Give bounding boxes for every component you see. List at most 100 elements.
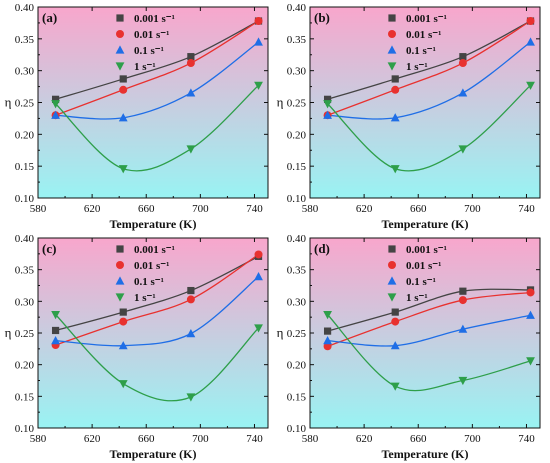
y-tick-label: 0.15 (287, 161, 307, 173)
panel-label: (a) (42, 10, 57, 25)
plot-background (38, 238, 268, 428)
data-point-s2-p2 (458, 88, 468, 97)
data-point-s3-p0 (51, 311, 60, 320)
legend-label-1: 0.01 s⁻¹ (134, 260, 169, 272)
data-point-s0-p0 (51, 326, 60, 335)
data-point-s1-p1 (119, 85, 128, 94)
y-tick-label: 0.40 (15, 2, 35, 14)
y-tick-label: 0.35 (287, 34, 307, 46)
legend-marker-1 (116, 30, 124, 38)
y-axis-title: η (5, 95, 12, 110)
x-tick-label: 620 (356, 203, 373, 215)
data-point-s3-p3 (254, 81, 263, 90)
chart-panel-b: 580 620 660 700 740 0.10 0.15 0.20 0.25 0.30 0.35 0… (277, 2, 541, 231)
series-line-2 (327, 41, 531, 120)
legend-marker-0 (116, 14, 124, 22)
y-tick-label: 0.25 (287, 98, 307, 110)
data-point-s3-p2 (458, 376, 468, 386)
panel-label: (c) (42, 241, 56, 256)
data-point-s1-p1 (119, 317, 128, 326)
legend-marker-3 (387, 293, 397, 302)
y-tick-label: 0.40 (15, 233, 35, 245)
legend-marker-0 (388, 14, 396, 22)
legend-marker-2 (115, 45, 125, 54)
legend-label-3: 1 s⁻¹ (406, 292, 428, 304)
data-point-s0-p0 (51, 95, 60, 103)
legend-label-1: 0.01 s⁻¹ (406, 29, 441, 41)
data-point-s0-p2 (459, 287, 467, 295)
data-point-s3-p1 (390, 382, 400, 391)
data-point-s2-p1 (118, 113, 128, 122)
series-line-1 (327, 291, 531, 347)
series-line-2 (55, 276, 259, 347)
data-point-s2-p1 (118, 341, 128, 350)
legend-label-1: 0.01 s⁻¹ (406, 260, 441, 272)
y-tick-label: 0.40 (287, 233, 307, 245)
y-tick-label: 0.15 (287, 391, 307, 403)
data-point-s3-p3 (254, 324, 263, 333)
y-tick-label: 0.30 (287, 66, 307, 78)
series-line-1 (55, 20, 259, 116)
y-axis-title: η (5, 325, 12, 340)
data-point-s1-p3 (526, 17, 535, 26)
y-tick-label: 0.30 (287, 296, 307, 308)
data-point-s1-p0 (323, 342, 332, 351)
data-point-s1-p3 (254, 250, 263, 259)
data-point-s2-p1 (390, 113, 400, 122)
data-point-s0-p0 (323, 327, 332, 335)
chart-panel-c: 580 620 660 700 740 0.10 0.15 0.20 0.25 0.30 0.35 0… (5, 233, 269, 461)
legend-marker-0 (116, 245, 124, 253)
data-point-s1-p3 (526, 288, 535, 297)
data-point-s1-p2 (458, 296, 467, 305)
x-tick-label: 700 (464, 203, 481, 215)
data-point-s1-p3 (254, 17, 263, 26)
legend-label-2: 0.1 s⁻¹ (134, 45, 164, 57)
data-point-s2-p0 (323, 110, 332, 119)
data-point-s3-p0 (51, 100, 60, 109)
data-point-s3-p1 (390, 165, 400, 174)
y-tick-label: 0.15 (15, 391, 35, 403)
data-point-s3-p2 (186, 393, 196, 402)
x-tick-label: 700 (192, 433, 209, 445)
x-tick-label: 740 (518, 433, 535, 445)
x-tick-label: 740 (246, 433, 263, 445)
x-tick-label: 740 (518, 203, 535, 215)
data-point-s1-p2 (186, 59, 195, 68)
data-point-s0-p2 (187, 53, 195, 61)
x-tick-label: 620 (356, 433, 373, 445)
data-point-s2-p0 (51, 336, 60, 345)
legend-label-2: 0.1 s⁻¹ (406, 276, 436, 288)
panel-label: (b) (314, 10, 330, 25)
x-tick-label: 620 (84, 203, 101, 215)
data-point-s3-p3 (526, 81, 535, 90)
y-tick-label: 0.30 (15, 66, 35, 78)
y-tick-label: 0.15 (15, 161, 35, 173)
x-tick-label: 620 (84, 433, 101, 445)
legend-label-3: 1 s⁻¹ (134, 61, 156, 73)
series-line-2 (327, 314, 531, 347)
y-tick-label: 0.35 (15, 34, 35, 46)
legend: 0.001 s⁻¹ 0.01 s⁻¹ 0.1 s⁻¹ 1 s⁻¹ (387, 244, 447, 304)
legend-label-3: 1 s⁻¹ (134, 292, 156, 304)
legend-marker-3 (387, 62, 397, 71)
x-tick-label: 660 (410, 433, 427, 445)
x-axis-title: Temperature (K) (382, 447, 469, 461)
legend-label-0: 0.001 s⁻¹ (134, 13, 175, 25)
y-tick-label: 0.25 (15, 328, 35, 340)
data-point-s0-p2 (459, 53, 467, 61)
data-point-s2-p3 (254, 272, 263, 281)
y-tick-label: 0.25 (287, 328, 307, 340)
legend-label-3: 1 s⁻¹ (406, 61, 428, 73)
x-tick-label: 580 (302, 433, 319, 445)
x-axis-title: Temperature (K) (110, 447, 197, 461)
legend-label-0: 0.001 s⁻¹ (406, 244, 447, 256)
x-tick-label: 580 (302, 203, 319, 215)
x-tick-label: 580 (30, 203, 47, 215)
data-point-s0-p1 (391, 308, 399, 316)
legend-label-0: 0.001 s⁻¹ (134, 244, 175, 256)
y-tick-label: 0.10 (15, 193, 35, 205)
legend-marker-2 (387, 45, 397, 54)
legend-marker-1 (388, 261, 396, 269)
series-line-3 (55, 84, 259, 172)
legend-label-2: 0.1 s⁻¹ (406, 45, 436, 57)
